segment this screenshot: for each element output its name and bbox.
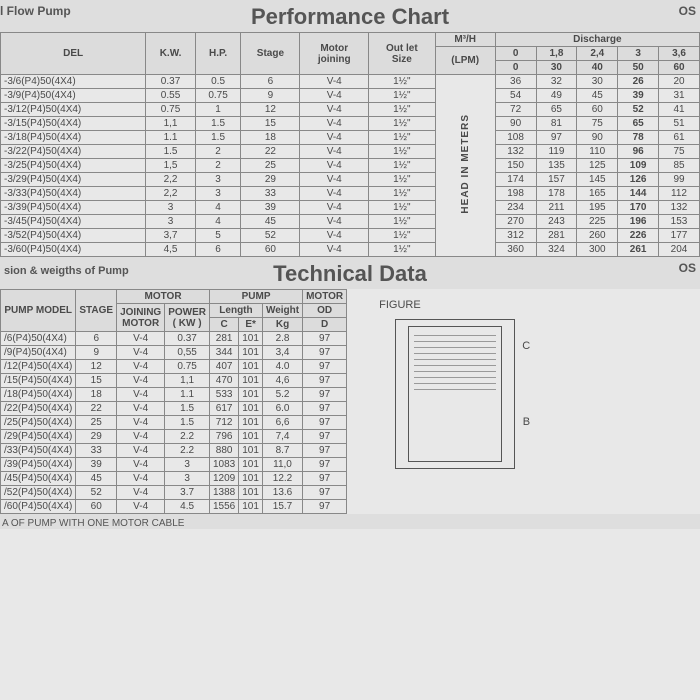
table-row: /60(P4)50(4X4)60V-44.5155610115.797 (1, 500, 347, 514)
table-row: /25(P4)50(4X4)25V-41.57121016,697 (1, 416, 347, 430)
table-row: -3/52(P4)50(4X4)3,7552V-41½"312281260226… (1, 229, 700, 243)
disch-bot-2: 40 (577, 61, 618, 75)
col-motor-joining: Motorjoining (300, 33, 369, 75)
disch-top-3: 3 (618, 47, 659, 61)
perf-top-left: l Flow Pump (0, 4, 71, 18)
disch-top-1: 1,8 (536, 47, 577, 61)
col-hp: H.P. (195, 33, 241, 75)
tcol-length: Length (210, 304, 263, 318)
tech-header: sion & weigths of Pump Technical Data OS (0, 257, 700, 289)
tcol-c: C (210, 318, 239, 332)
tcol-e: E* (239, 318, 263, 332)
disch-bot-4: 60 (659, 61, 700, 75)
table-row: -3/25(P4)50(4X4)1,5225V-41½"150135125109… (1, 159, 700, 173)
figure-label: FIGURE (379, 299, 692, 311)
col-model: DEL (1, 33, 146, 75)
footer-note: A OF PUMP WITH ONE MOTOR CABLE (0, 514, 700, 529)
col-m3h: M³/H (435, 33, 495, 47)
tcol-weight: Weight (262, 304, 302, 318)
disch-top-0: 0 (495, 47, 536, 61)
disch-bot-0: 0 (495, 61, 536, 75)
perf-top-right: OS (679, 4, 696, 18)
tcol-power: POWER( KW ) (165, 304, 210, 332)
table-row: -3/33(P4)50(4X4)2,2333V-41½"198178165144… (1, 187, 700, 201)
figure-block: FIGURE C B (347, 289, 700, 514)
table-row: /45(P4)50(4X4)45V-43120910112.297 (1, 472, 347, 486)
table-row: /39(P4)50(4X4)39V-43108310111,097 (1, 458, 347, 472)
perf-header: l Flow Pump Performance Chart OS (0, 0, 700, 32)
disch-bot-3: 50 (618, 61, 659, 75)
tcol-d: D (303, 318, 347, 332)
performance-table: DEL K.W. H.P. Stage Motorjoining Out let… (0, 32, 700, 257)
table-row: /29(P4)50(4X4)29V-42.27961017,497 (1, 430, 347, 444)
table-row: -3/6(P4)50(4X4)0.370.56V-41½"HEAD IN MET… (1, 75, 700, 89)
disch-top-2: 2,4 (577, 47, 618, 61)
disch-bot-1: 30 (536, 61, 577, 75)
table-row: -3/18(P4)50(4X4)1.11.518V-41½"1089790786… (1, 131, 700, 145)
disch-top-4: 3,6 (659, 47, 700, 61)
tcol-joining: JOININGMOTOR (117, 304, 165, 332)
tcol-stage: STAGE (76, 290, 117, 332)
col-lpm: (LPM) (435, 47, 495, 75)
col-kw: K.W. (146, 33, 195, 75)
table-row: /15(P4)50(4X4)15V-41,14701014,697 (1, 374, 347, 388)
table-row: -3/39(P4)50(4X4)3439V-41½"23421119517013… (1, 201, 700, 215)
tcol-model: PUMP MODEL (1, 290, 76, 332)
tcol-pump-group: PUMP (210, 290, 303, 304)
perf-title: Performance Chart (0, 0, 700, 32)
table-row: /18(P4)50(4X4)18V-41.15331015.297 (1, 388, 347, 402)
dim-c: C (522, 340, 530, 352)
tech-sub-left: sion & weigths of Pump (0, 263, 129, 277)
pump-figure-drawing: C B (395, 319, 515, 469)
col-stage: Stage (241, 33, 300, 75)
technical-table: PUMP MODEL STAGE MOTOR PUMP MOTOR JOININ… (0, 289, 347, 514)
tech-top-right: OS (679, 261, 696, 275)
tcol-motor2: MOTOR (303, 290, 347, 304)
table-row: /22(P4)50(4X4)22V-41.56171016.097 (1, 402, 347, 416)
table-row: /33(P4)50(4X4)33V-42.28801018.797 (1, 444, 347, 458)
col-discharge: Discharge (495, 33, 699, 47)
table-row: -3/9(P4)50(4X4)0.550.759V-41½"5449453931 (1, 89, 700, 103)
tcol-kg: Kg (262, 318, 302, 332)
table-row: /6(P4)50(4X4)6V-40.372811012.897 (1, 332, 347, 346)
table-row: -3/45(P4)50(4X4)3445V-41½"27024322519615… (1, 215, 700, 229)
table-row: /9(P4)50(4X4)9V-40,553441013,497 (1, 346, 347, 360)
table-row: -3/12(P4)50(4X4)0.75112V-41½"7265605241 (1, 103, 700, 117)
tcol-od: OD (303, 304, 347, 318)
col-outlet: Out letSize (369, 33, 436, 75)
table-row: -3/60(P4)50(4X4)4,5660V-41½"360324300261… (1, 243, 700, 257)
table-row: -3/29(P4)50(4X4)2,2329V-41½"174157145126… (1, 173, 700, 187)
table-row: -3/22(P4)50(4X4)1.5222V-41½"132119110967… (1, 145, 700, 159)
table-row: /52(P4)50(4X4)52V-43.7138810113.697 (1, 486, 347, 500)
tcol-motor-group: MOTOR (117, 290, 210, 304)
dim-b: B (523, 416, 530, 428)
table-row: /12(P4)50(4X4)12V-40.754071014.097 (1, 360, 347, 374)
table-row: -3/15(P4)50(4X4)1,11.515V-41½"9081756551 (1, 117, 700, 131)
